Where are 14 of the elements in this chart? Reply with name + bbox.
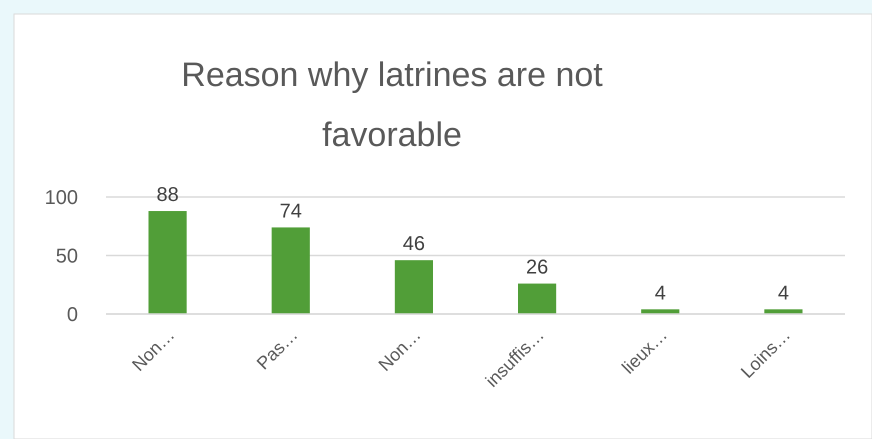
- bar: [272, 227, 310, 314]
- data-label: 88: [156, 184, 179, 206]
- chart-title: Reason why latrines are not favorable: [181, 56, 604, 154]
- data-label: 4: [654, 282, 666, 304]
- bar: [518, 284, 556, 314]
- data-label: 74: [280, 200, 302, 222]
- y-tick-label: 100: [44, 187, 78, 209]
- data-label: 26: [526, 256, 548, 279]
- y-tick-label: 50: [56, 246, 78, 268]
- bar: [394, 260, 434, 314]
- bar: [148, 211, 187, 314]
- data-label: 46: [402, 233, 426, 256]
- data-label: 4: [778, 282, 789, 304]
- y-tick-label: 0: [66, 304, 78, 326]
